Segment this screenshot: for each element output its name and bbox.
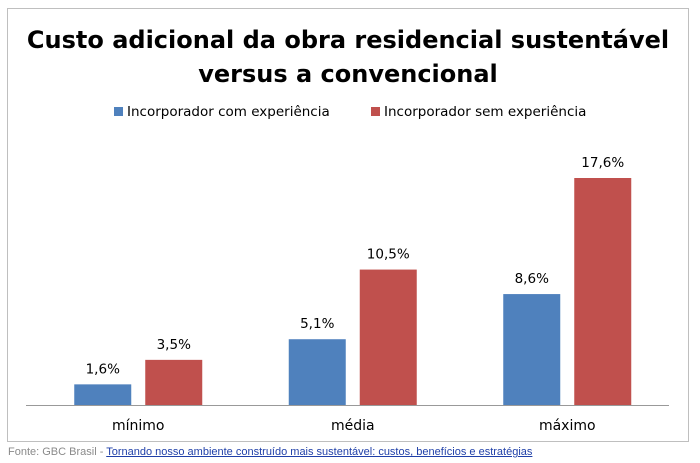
- chart-title-line-1: Custo adicional da obra residencial sust…: [27, 26, 669, 54]
- x-tick-label: média: [331, 418, 375, 434]
- bar-series-2-0: [145, 359, 203, 405]
- data-label: 10,5%: [367, 247, 410, 263]
- source-note: Fonte: GBC Brasil - Tornando nosso ambie…: [8, 446, 532, 458]
- bar-series-2-2: [574, 178, 632, 405]
- chart-frame: [7, 8, 689, 442]
- data-label: 17,6%: [581, 155, 624, 171]
- bar-series-2-1: [359, 269, 417, 405]
- data-label: 1,6%: [86, 361, 120, 377]
- source-prefix: Fonte: GBC Brasil -: [8, 446, 107, 458]
- bar-series-1-0: [74, 384, 132, 405]
- x-tick-label: máximo: [539, 418, 596, 434]
- source-link[interactable]: Tornando nosso ambiente construído mais …: [106, 446, 533, 458]
- legend-swatch-series-1: [114, 107, 123, 116]
- bar-series-1-2: [503, 294, 561, 405]
- bar-series-1-1: [288, 339, 346, 405]
- legend-swatch-series-2: [371, 107, 380, 116]
- x-tick-label: mínimo: [112, 418, 165, 434]
- data-label: 8,6%: [515, 271, 549, 287]
- legend-label-series-2: Incorporador sem experiência: [384, 104, 586, 120]
- chart-title-line-2: versus a convencional: [198, 60, 498, 88]
- legend-label-series-1: Incorporador com experiência: [127, 104, 330, 120]
- data-label: 5,1%: [300, 316, 334, 332]
- data-label: 3,5%: [157, 337, 191, 353]
